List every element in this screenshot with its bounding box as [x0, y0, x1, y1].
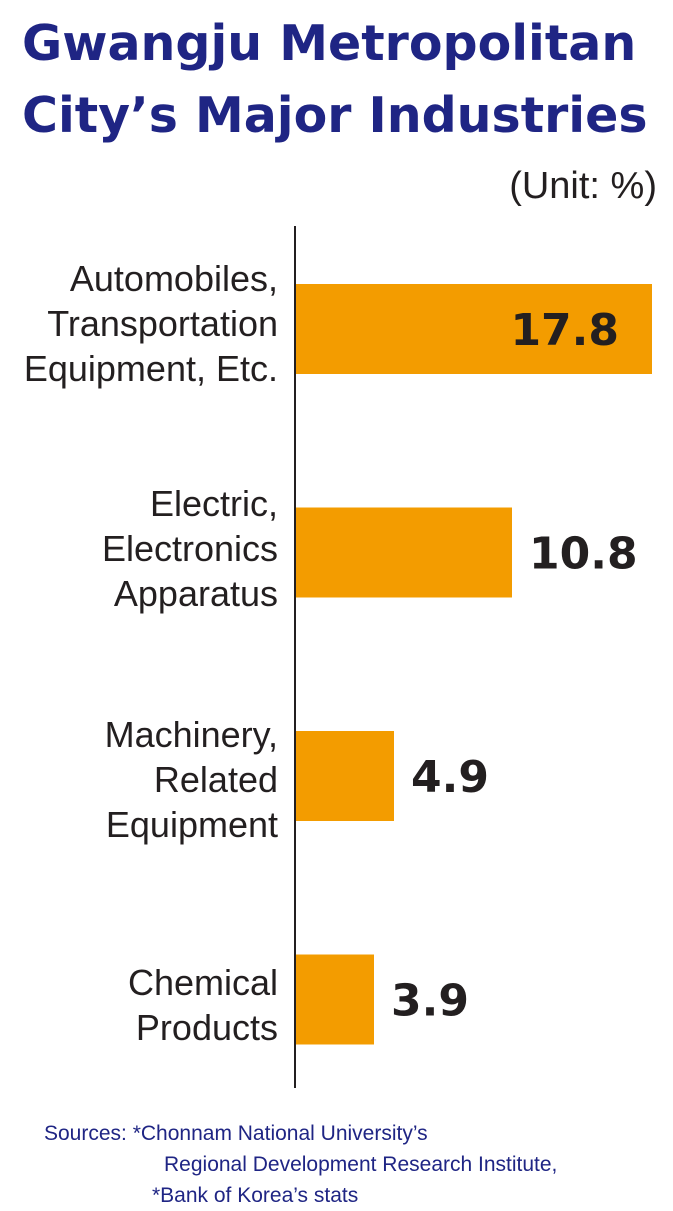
unit-label: (Unit: %) — [509, 165, 657, 207]
bar-value-label-2: 4.9 — [411, 752, 489, 803]
bar-value-label-1: 10.8 — [529, 529, 638, 580]
bar-value-label-0: 17.8 — [510, 305, 619, 356]
category-label-2-line-0: Machinery, — [104, 714, 278, 755]
category-label-1: Electric, Electronics Apparatus — [102, 481, 278, 616]
bar-3 — [296, 954, 374, 1045]
sources-note: Sources: *Chonnam National University’s … — [44, 1118, 557, 1211]
category-label-0-line-1: Transportation — [47, 303, 278, 344]
category-label-3-line-0: Chemical — [127, 962, 278, 1003]
bar-1 — [296, 507, 512, 598]
sources-line-3: *Bank of Korea’s stats — [152, 1184, 359, 1207]
bar-2 — [296, 731, 394, 821]
category-label-0: Automobiles, Transportation Equipment, Etc… — [24, 256, 278, 391]
category-label-3-line-1: Products — [135, 1007, 278, 1048]
sources-line-1: Sources: *Chonnam National University’s — [44, 1122, 428, 1145]
chart-title-line-1: Gwangju Metropolitan — [22, 15, 637, 72]
category-label-2: Machinery, Related Equipment — [105, 712, 278, 847]
category-label-1-line-0: Electric, — [149, 483, 278, 524]
chart-title: Gwangju Metropolitan City’s Major Indust… — [22, 8, 648, 152]
chart-title-line-2: City’s Major Industries — [22, 87, 648, 144]
category-label-1-line-1: Electronics — [101, 528, 278, 569]
category-label-0-line-0: Automobiles, — [69, 258, 278, 299]
sources-line-2: Regional Development Research Institute, — [164, 1153, 558, 1176]
category-label-0-line-2: Equipment, Etc. — [23, 348, 278, 389]
bar-0 — [296, 284, 652, 374]
category-label-2-line-1: Related — [153, 759, 278, 800]
category-label-3: Chemical Products — [128, 960, 278, 1050]
bar-value-label-3: 3.9 — [391, 976, 469, 1027]
category-label-1-line-2: Apparatus — [113, 573, 278, 614]
category-label-2-line-2: Equipment — [105, 804, 278, 845]
